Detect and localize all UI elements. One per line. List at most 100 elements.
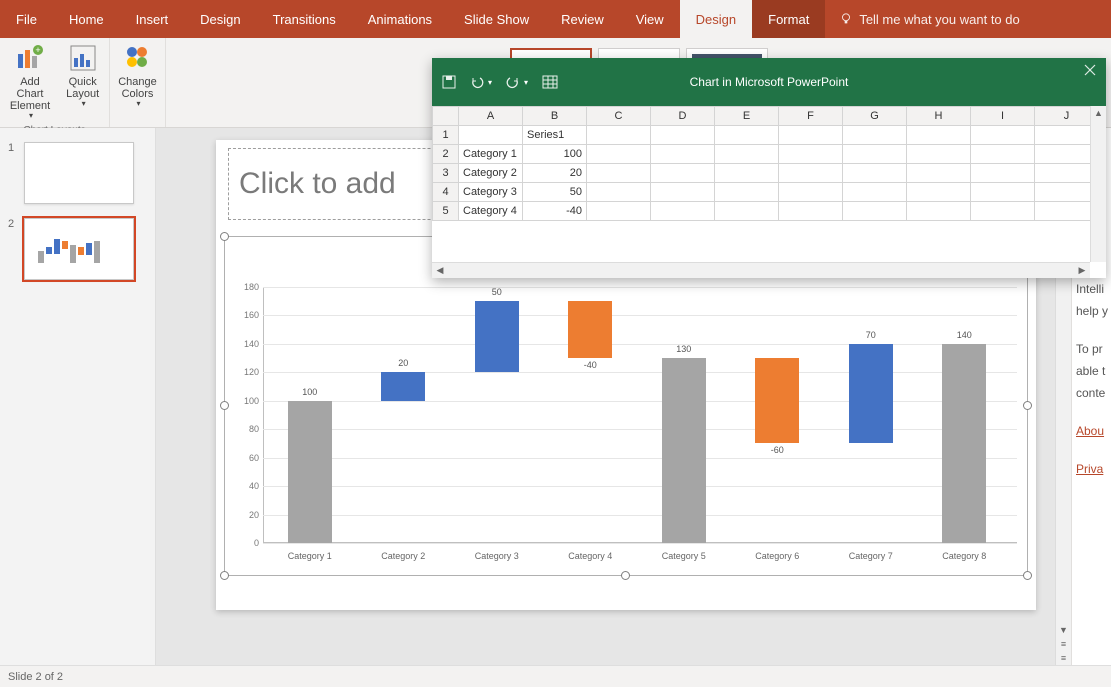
cell-D3[interactable]: [651, 164, 715, 183]
cell-E4[interactable]: [715, 183, 779, 202]
col-header-A[interactable]: A: [459, 107, 523, 126]
resize-handle-bl[interactable]: [220, 571, 229, 580]
cell-D2[interactable]: [651, 145, 715, 164]
cell-F5[interactable]: [779, 202, 843, 221]
undo-icon[interactable]: [470, 75, 484, 89]
tab-transitions[interactable]: Transitions: [257, 0, 352, 38]
bar-category-7[interactable]: [849, 344, 893, 444]
slide-thumb-1[interactable]: [24, 142, 134, 204]
cell-A4[interactable]: Category 3: [459, 183, 523, 202]
cell-I4[interactable]: [971, 183, 1035, 202]
cell-J5[interactable]: [1035, 202, 1091, 221]
cell-F1[interactable]: [779, 126, 843, 145]
bar-category-1[interactable]: [288, 401, 332, 543]
resize-handle-bm[interactable]: [621, 571, 630, 580]
col-header-B[interactable]: B: [523, 107, 587, 126]
cell-I2[interactable]: [971, 145, 1035, 164]
cell-F4[interactable]: [779, 183, 843, 202]
redo-icon[interactable]: [506, 75, 520, 89]
col-header-I[interactable]: I: [971, 107, 1035, 126]
excel-scroll-right-icon[interactable]: ▶: [1074, 264, 1090, 278]
excel-vscroll[interactable]: ▲: [1090, 106, 1106, 262]
tab-review[interactable]: Review: [545, 0, 620, 38]
cell-G4[interactable]: [843, 183, 907, 202]
cell-C4[interactable]: [587, 183, 651, 202]
bar-category-8[interactable]: [942, 344, 986, 543]
cell-E3[interactable]: [715, 164, 779, 183]
cell-E5[interactable]: [715, 202, 779, 221]
edit-in-excel-icon[interactable]: [542, 75, 558, 89]
pane-about-link[interactable]: Abou: [1076, 424, 1107, 438]
col-header-E[interactable]: E: [715, 107, 779, 126]
resize-handle-ml[interactable]: [220, 401, 229, 410]
cell-J1[interactable]: [1035, 126, 1091, 145]
excel-hscroll[interactable]: ◀ ▶: [432, 262, 1090, 278]
tab-chart-format[interactable]: Format: [752, 0, 825, 38]
resize-handle-mr[interactable]: [1023, 401, 1032, 410]
bar-category-2[interactable]: [381, 372, 425, 400]
cell-B3[interactable]: 20: [523, 164, 587, 183]
excel-grid[interactable]: ABCDEFGHIJ1Series12Category 11003Categor…: [432, 106, 1090, 262]
bar-category-3[interactable]: [475, 301, 519, 372]
change-colors-button[interactable]: Change Colors▾: [114, 42, 161, 111]
cell-H4[interactable]: [907, 183, 971, 202]
chart-object[interactable]: Chart Title Increase Decrease Total 0204…: [224, 236, 1028, 576]
row-header-4[interactable]: 4: [433, 183, 459, 202]
cell-H3[interactable]: [907, 164, 971, 183]
cell-H2[interactable]: [907, 145, 971, 164]
cell-J2[interactable]: [1035, 145, 1091, 164]
cell-A5[interactable]: Category 4: [459, 202, 523, 221]
tab-animations[interactable]: Animations: [352, 0, 448, 38]
close-icon[interactable]: [1084, 64, 1096, 79]
col-header-C[interactable]: C: [587, 107, 651, 126]
cell-B5[interactable]: -40: [523, 202, 587, 221]
cell-D5[interactable]: [651, 202, 715, 221]
cell-C2[interactable]: [587, 145, 651, 164]
tab-insert[interactable]: Insert: [120, 0, 185, 38]
pane-privacy-link[interactable]: Priva: [1076, 462, 1107, 476]
excel-scroll-left-icon[interactable]: ◀: [432, 264, 448, 278]
cell-A1[interactable]: [459, 126, 523, 145]
col-header-G[interactable]: G: [843, 107, 907, 126]
cell-I1[interactable]: [971, 126, 1035, 145]
bar-category-4[interactable]: [568, 301, 612, 358]
row-header-3[interactable]: 3: [433, 164, 459, 183]
cell-G1[interactable]: [843, 126, 907, 145]
save-icon[interactable]: [442, 75, 456, 89]
col-header-H[interactable]: H: [907, 107, 971, 126]
bar-category-6[interactable]: [755, 358, 799, 443]
tab-file[interactable]: File: [0, 0, 53, 38]
cell-G5[interactable]: [843, 202, 907, 221]
quick-layout-button[interactable]: Quick Layout▾: [62, 42, 103, 111]
cell-F3[interactable]: [779, 164, 843, 183]
row-header-5[interactable]: 5: [433, 202, 459, 221]
col-header-D[interactable]: D: [651, 107, 715, 126]
tab-home[interactable]: Home: [53, 0, 120, 38]
col-header-J[interactable]: J: [1035, 107, 1091, 126]
col-header-F[interactable]: F: [779, 107, 843, 126]
cell-J3[interactable]: [1035, 164, 1091, 183]
excel-scroll-up-icon[interactable]: ▲: [1091, 106, 1106, 120]
cell-B4[interactable]: 50: [523, 183, 587, 202]
cell-C3[interactable]: [587, 164, 651, 183]
cell-E2[interactable]: [715, 145, 779, 164]
row-header-2[interactable]: 2: [433, 145, 459, 164]
bar-category-5[interactable]: [662, 358, 706, 543]
tab-design[interactable]: Design: [184, 0, 256, 38]
slide-thumb-2[interactable]: [24, 218, 134, 280]
cell-A3[interactable]: Category 2: [459, 164, 523, 183]
chart-plot-area[interactable]: 020406080100120140160180100Category 120C…: [263, 287, 1017, 543]
cell-D1[interactable]: [651, 126, 715, 145]
add-chart-element-button[interactable]: + Add Chart Element▾: [6, 42, 54, 123]
row-header-1[interactable]: 1: [433, 126, 459, 145]
cell-G3[interactable]: [843, 164, 907, 183]
resize-handle-tl[interactable]: [220, 232, 229, 241]
tell-me[interactable]: Tell me what you want to do: [825, 0, 1033, 38]
prev-slide-icon[interactable]: ≡: [1056, 637, 1071, 651]
cell-G2[interactable]: [843, 145, 907, 164]
cell-J4[interactable]: [1035, 183, 1091, 202]
cell-H5[interactable]: [907, 202, 971, 221]
resize-handle-br[interactable]: [1023, 571, 1032, 580]
cell-I5[interactable]: [971, 202, 1035, 221]
cell-D4[interactable]: [651, 183, 715, 202]
